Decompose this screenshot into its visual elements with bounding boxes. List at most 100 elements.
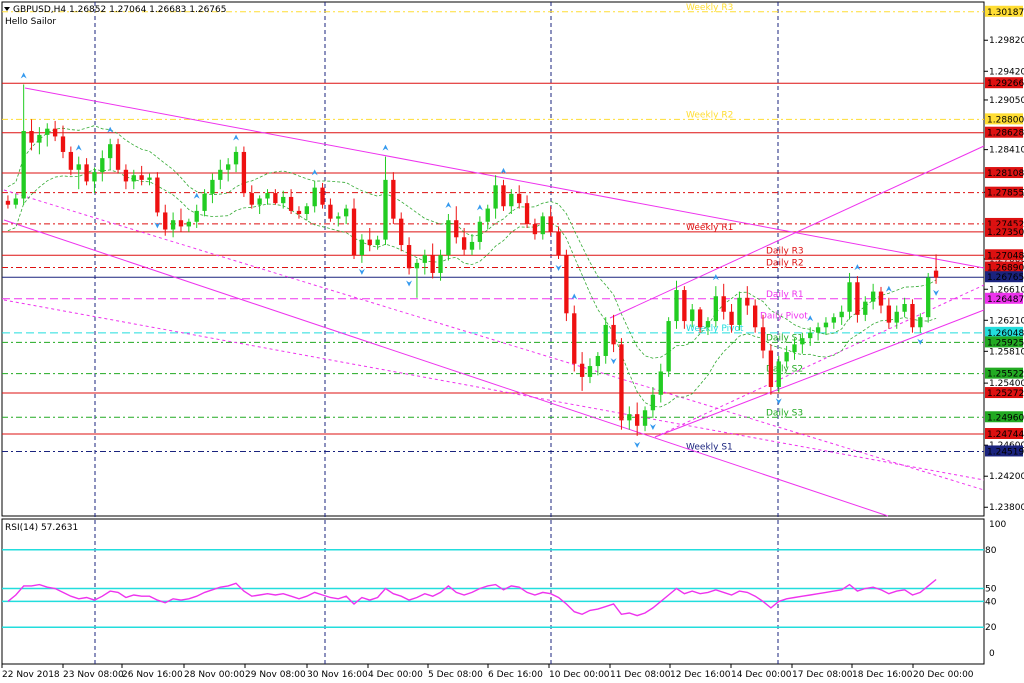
- candle[interactable]: [469, 234, 475, 256]
- candle[interactable]: [768, 344, 774, 395]
- candle[interactable]: [776, 355, 781, 393]
- candle[interactable]: [729, 303, 734, 333]
- candle[interactable]: [603, 317, 608, 364]
- candle[interactable]: [784, 345, 789, 368]
- candle[interactable]: [839, 305, 844, 325]
- candle[interactable]: [249, 185, 254, 209]
- candle[interactable]: [800, 332, 805, 354]
- candle[interactable]: [760, 314, 766, 359]
- candle[interactable]: [587, 358, 593, 384]
- candle[interactable]: [713, 286, 718, 328]
- candle[interactable]: [933, 254, 939, 284]
- candle[interactable]: [84, 158, 89, 186]
- candle[interactable]: [312, 181, 317, 213]
- candle[interactable]: [391, 172, 396, 225]
- candle[interactable]: [737, 291, 742, 331]
- candle[interactable]: [273, 189, 278, 205]
- candle[interactable]: [108, 138, 113, 170]
- candle[interactable]: [265, 189, 270, 205]
- candle[interactable]: [579, 352, 585, 391]
- candle[interactable]: [406, 237, 412, 275]
- candle[interactable]: [414, 259, 420, 298]
- candle[interactable]: [493, 175, 498, 219]
- candle[interactable]: [123, 164, 129, 190]
- candle[interactable]: [548, 206, 553, 236]
- candle[interactable]: [328, 198, 333, 222]
- candle[interactable]: [296, 206, 302, 219]
- candle[interactable]: [257, 195, 262, 215]
- candle[interactable]: [68, 146, 74, 176]
- candle[interactable]: [367, 227, 372, 252]
- candle[interactable]: [446, 214, 451, 261]
- candle[interactable]: [5, 195, 11, 209]
- candle[interactable]: [926, 272, 931, 323]
- candle[interactable]: [45, 123, 50, 147]
- candle[interactable]: [155, 172, 160, 217]
- candle[interactable]: [705, 317, 711, 336]
- candle[interactable]: [422, 249, 427, 275]
- candle[interactable]: [186, 218, 192, 232]
- candle[interactable]: [100, 150, 105, 182]
- candle[interactable]: [627, 406, 632, 430]
- candle[interactable]: [52, 120, 58, 142]
- candle[interactable]: [60, 125, 66, 159]
- candle[interactable]: [517, 185, 522, 209]
- candle[interactable]: [878, 286, 884, 314]
- candle[interactable]: [690, 303, 695, 328]
- candle[interactable]: [894, 305, 899, 329]
- candle[interactable]: [218, 159, 223, 190]
- candle[interactable]: [163, 204, 168, 236]
- candle[interactable]: [815, 322, 821, 341]
- candle[interactable]: [650, 387, 656, 419]
- candle[interactable]: [202, 189, 207, 217]
- candle[interactable]: [611, 314, 616, 353]
- candle[interactable]: [863, 296, 868, 322]
- candle[interactable]: [170, 212, 176, 238]
- candle[interactable]: [910, 299, 915, 333]
- candle[interactable]: [556, 226, 561, 259]
- candle[interactable]: [918, 313, 923, 333]
- candle[interactable]: [902, 297, 907, 318]
- candle[interactable]: [375, 235, 380, 250]
- candle[interactable]: [115, 138, 121, 174]
- candle[interactable]: [752, 299, 758, 333]
- candle[interactable]: [635, 402, 640, 436]
- candle[interactable]: [288, 189, 294, 215]
- candle[interactable]: [438, 249, 443, 281]
- candle[interactable]: [76, 156, 81, 190]
- collapse-triangle-icon[interactable]: [4, 7, 10, 11]
- candle[interactable]: [226, 158, 231, 182]
- candle[interactable]: [619, 338, 624, 430]
- candle[interactable]: [792, 338, 797, 360]
- candle[interactable]: [564, 249, 569, 322]
- candle[interactable]: [642, 406, 648, 432]
- candle[interactable]: [241, 146, 247, 197]
- candle[interactable]: [658, 363, 663, 403]
- candle[interactable]: [540, 212, 545, 240]
- candlesticks[interactable]: [5, 84, 939, 436]
- candle[interactable]: [351, 198, 357, 259]
- candle[interactable]: [572, 305, 577, 372]
- candle[interactable]: [532, 218, 538, 240]
- candle[interactable]: [131, 169, 136, 190]
- candle[interactable]: [320, 182, 325, 209]
- candle[interactable]: [595, 352, 601, 376]
- candle[interactable]: [13, 193, 18, 209]
- candle[interactable]: [745, 286, 750, 315]
- candle[interactable]: [37, 127, 42, 155]
- candle[interactable]: [886, 297, 892, 329]
- candle[interactable]: [304, 203, 309, 221]
- candle[interactable]: [461, 227, 467, 256]
- candle[interactable]: [808, 327, 813, 346]
- candle[interactable]: [454, 206, 459, 244]
- candle[interactable]: [147, 173, 152, 186]
- candle[interactable]: [847, 272, 852, 320]
- candle[interactable]: [233, 146, 239, 173]
- candle[interactable]: [281, 190, 286, 209]
- candle[interactable]: [870, 283, 876, 310]
- candle[interactable]: [343, 204, 349, 225]
- candle[interactable]: [92, 167, 97, 194]
- candle[interactable]: [485, 204, 490, 230]
- candle[interactable]: [29, 119, 34, 151]
- candle[interactable]: [509, 189, 514, 215]
